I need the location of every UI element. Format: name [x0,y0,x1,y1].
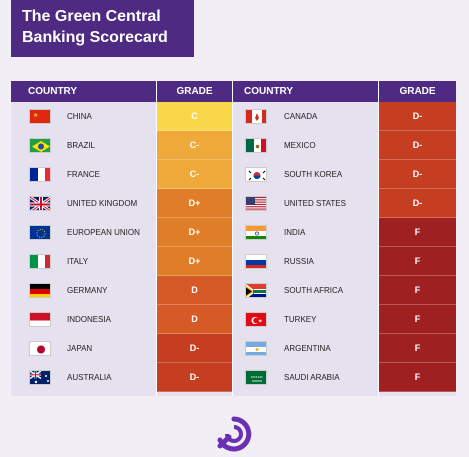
south-korea-flag-icon [245,167,267,182]
svg-text:★: ★ [33,112,38,119]
italy-flag-icon [29,254,51,269]
grade-cell: F [379,276,456,305]
grade-cell: D- [157,363,232,392]
australia-flag-icon [29,370,51,385]
mexico-flag-icon [245,138,267,153]
grade-cell: F [379,247,456,276]
country-name: TURKEY [284,315,317,324]
country-name: SAUDI ARABIA [284,373,340,382]
grade-cell: D [157,276,232,305]
header-country-right: COUNTRY [233,81,378,102]
country-name: INDONESIA [67,315,112,324]
grade-cell: D+ [157,247,232,276]
country-name: GERMANY [67,286,108,295]
russia-flag-icon [245,254,267,269]
eu-flag-icon [29,225,51,240]
title-box: The Green Central Banking Scorecard [11,0,194,57]
header-grade-right: GRADE [379,81,456,102]
column-divider [156,81,157,396]
india-flag-icon [245,225,267,240]
brazil-flag-icon [29,138,51,153]
turkey-flag-icon: ★ [245,312,267,327]
argentina-flag-icon [245,341,267,356]
country-name: SOUTH KOREA [284,170,343,179]
grade-cell: D+ [157,189,232,218]
country-name: UNITED KINGDOM [67,199,138,208]
scorecard-table: COUNTRY GRADE COUNTRY GRADE ★ CHINA C BRAZI… [11,81,456,396]
country-name: AUSTRALIA [67,373,112,382]
grade-cell: D- [379,160,456,189]
grade-cell: C- [157,160,232,189]
logo-icon [217,416,252,452]
country-name: JAPAN [67,344,93,353]
grade-cell: D- [379,102,456,131]
uk-flag-icon [29,196,51,211]
country-name: FRANCE [67,170,100,179]
japan-flag-icon [29,341,51,356]
column-divider [232,81,233,396]
country-name: INDIA [284,228,306,237]
grade-cell: F [379,218,456,247]
saudi-arabia-flag-icon [245,370,267,385]
grade-cell: D- [379,189,456,218]
usa-flag-icon [245,196,267,211]
grade-cell: F [379,363,456,392]
south-africa-flag-icon [245,283,267,298]
grade-cell: D [157,305,232,334]
country-name: ARGENTINA [284,344,331,353]
page-title: The Green Central Banking Scorecard [22,8,168,46]
grade-cell: D- [379,131,456,160]
country-name: SOUTH AFRICA [284,286,344,295]
country-name: RUSSIA [284,257,314,266]
country-name: MEXICO [284,141,316,150]
country-name: ITALY [67,257,89,266]
country-name: BRAZIL [67,141,96,150]
grade-cell: C- [157,131,232,160]
country-name: EUROPEAN UNION [67,228,140,237]
country-name: UNITED STATES [284,199,346,208]
canada-flag-icon [245,109,267,124]
header-country-left: COUNTRY [11,81,156,102]
indonesia-flag-icon [29,312,51,327]
grade-cell: F [379,334,456,363]
svg-text:★: ★ [258,319,263,325]
grade-cell: D+ [157,218,232,247]
china-flag-icon: ★ [29,109,51,124]
grade-cell: F [379,305,456,334]
country-name: CHINA [67,112,92,121]
grade-cell: D- [157,334,232,363]
header-grade-left: GRADE [157,81,232,102]
grade-cell: C [157,102,232,131]
france-flag-icon [29,167,51,182]
column-divider [378,81,379,396]
country-name: CANADA [284,112,318,121]
germany-flag-icon [29,283,51,298]
